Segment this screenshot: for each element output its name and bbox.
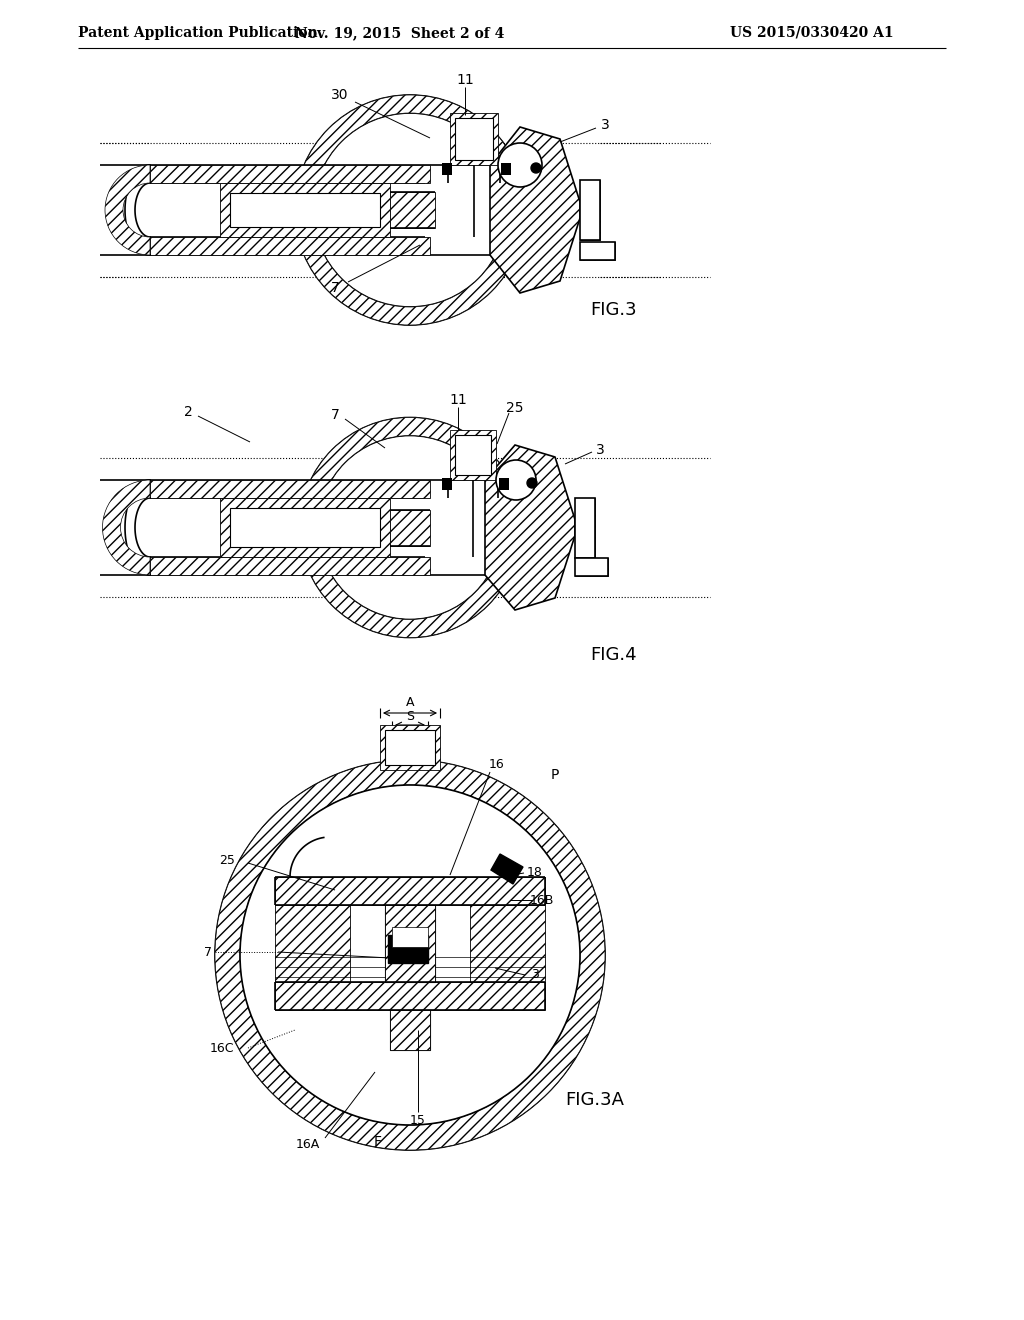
Text: 7: 7: [331, 408, 339, 422]
Circle shape: [313, 114, 507, 308]
Bar: [390, 1010, 430, 1049]
Bar: [392, 927, 428, 946]
Bar: [275, 982, 545, 1010]
Circle shape: [300, 417, 520, 638]
Bar: [575, 557, 608, 576]
Bar: [150, 165, 430, 183]
Text: 16A: 16A: [296, 1138, 321, 1151]
Text: P: P: [551, 768, 559, 781]
Bar: [450, 114, 498, 165]
Bar: [450, 430, 496, 480]
Polygon shape: [485, 445, 575, 610]
Text: 3: 3: [601, 117, 609, 132]
Text: 25: 25: [219, 854, 234, 866]
Bar: [380, 725, 440, 770]
Polygon shape: [442, 162, 452, 176]
Polygon shape: [490, 854, 523, 884]
Circle shape: [215, 760, 605, 1150]
Text: 18: 18: [527, 866, 543, 879]
Bar: [470, 906, 545, 982]
Text: Patent Application Publication: Patent Application Publication: [78, 26, 317, 40]
Text: S: S: [406, 710, 414, 722]
Bar: [150, 557, 430, 576]
Text: Nov. 19, 2015  Sheet 2 of 4: Nov. 19, 2015 Sheet 2 of 4: [295, 26, 505, 40]
Circle shape: [240, 785, 580, 1125]
Bar: [455, 117, 493, 160]
Text: 25: 25: [506, 401, 523, 414]
Text: 16: 16: [489, 759, 505, 771]
Text: F: F: [374, 1135, 382, 1148]
Bar: [575, 498, 595, 557]
Wedge shape: [300, 417, 520, 638]
Polygon shape: [490, 127, 580, 293]
Bar: [580, 242, 615, 260]
Wedge shape: [105, 165, 150, 255]
Text: 3: 3: [596, 444, 604, 457]
Bar: [220, 498, 390, 557]
Text: 11: 11: [450, 393, 467, 407]
Bar: [275, 906, 350, 982]
Polygon shape: [442, 478, 452, 490]
Wedge shape: [102, 480, 150, 576]
Text: 3: 3: [531, 969, 539, 982]
Bar: [580, 242, 615, 260]
Text: 16C: 16C: [210, 1041, 234, 1055]
Bar: [230, 193, 380, 227]
Circle shape: [318, 436, 502, 619]
Bar: [390, 1010, 430, 1049]
Text: 30: 30: [331, 88, 349, 102]
Wedge shape: [295, 95, 525, 325]
Bar: [385, 906, 435, 982]
Circle shape: [496, 459, 536, 500]
Polygon shape: [501, 162, 511, 176]
Circle shape: [531, 162, 541, 173]
Bar: [580, 180, 600, 240]
Circle shape: [295, 95, 525, 325]
Text: FIG.3: FIG.3: [590, 301, 637, 319]
Bar: [385, 906, 435, 982]
Circle shape: [527, 478, 537, 488]
Bar: [220, 183, 390, 238]
Bar: [150, 238, 430, 255]
Text: 11: 11: [456, 73, 474, 87]
Polygon shape: [499, 478, 509, 490]
Bar: [390, 191, 435, 228]
Wedge shape: [215, 760, 605, 1150]
Bar: [575, 557, 608, 576]
Bar: [575, 498, 595, 557]
Text: FIG.4: FIG.4: [590, 645, 637, 664]
Bar: [390, 510, 430, 545]
Text: 2: 2: [183, 405, 193, 418]
Circle shape: [498, 143, 542, 187]
Text: 15: 15: [410, 1114, 426, 1126]
Text: 16B: 16B: [529, 894, 554, 907]
Bar: [455, 436, 490, 475]
Text: FIG.3A: FIG.3A: [565, 1092, 624, 1109]
Text: 7: 7: [331, 281, 339, 294]
Text: A: A: [406, 697, 415, 710]
Bar: [388, 935, 428, 964]
Bar: [385, 730, 435, 766]
Bar: [150, 480, 430, 498]
Text: US 2015/0330420 A1: US 2015/0330420 A1: [730, 26, 894, 40]
Bar: [230, 508, 380, 546]
Bar: [580, 180, 600, 240]
Bar: [275, 876, 545, 906]
Text: 7: 7: [204, 945, 212, 958]
